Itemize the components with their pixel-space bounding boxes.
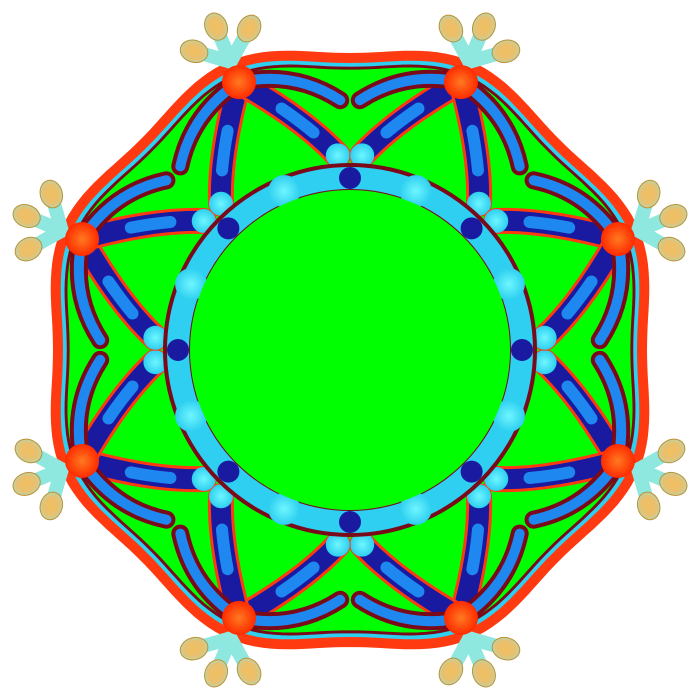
outer-node xyxy=(65,443,100,478)
radial-arms xyxy=(65,65,635,635)
petal-lobe xyxy=(12,204,41,229)
arm-highlight xyxy=(214,490,246,624)
petal-cluster xyxy=(438,12,521,69)
inner-ring xyxy=(163,163,537,537)
petal-lobe xyxy=(236,14,262,43)
petal-cluster xyxy=(12,179,69,262)
arm-highlight xyxy=(214,76,246,210)
ring-bead xyxy=(217,217,240,240)
arm-highlight xyxy=(490,454,624,486)
petal-lobe xyxy=(657,236,686,262)
outer-node xyxy=(443,600,478,635)
outer-node xyxy=(600,443,635,478)
arm-highlight xyxy=(233,538,344,624)
petal-lobe xyxy=(659,204,688,229)
petal-cluster xyxy=(179,631,262,688)
ring-bead xyxy=(175,268,208,301)
arm-highlight xyxy=(490,214,624,246)
arm-highlight xyxy=(233,76,344,162)
ring-bead xyxy=(268,175,301,208)
outer-node xyxy=(222,600,257,635)
arm-highlight xyxy=(454,490,486,624)
arm-group xyxy=(349,65,529,217)
arm-end-node xyxy=(143,350,168,375)
arm-highlight xyxy=(356,76,467,162)
petal-lobe xyxy=(491,636,521,661)
outer-node xyxy=(443,65,478,100)
ring-bead xyxy=(217,460,240,483)
arm-highlight xyxy=(76,454,210,486)
petal-cluster xyxy=(631,438,688,521)
petal-lobe xyxy=(438,14,464,43)
petal-lobe xyxy=(179,39,209,64)
ring-bead xyxy=(492,399,525,432)
arm-end-node xyxy=(325,143,350,168)
ring-bead xyxy=(399,492,432,525)
arm-end-node xyxy=(325,532,350,557)
arm-end-node xyxy=(350,143,375,168)
ring-bead xyxy=(339,167,361,189)
arm-group xyxy=(349,483,529,635)
petal-lobe xyxy=(636,179,661,209)
arm-end-node xyxy=(532,350,557,375)
arm-group xyxy=(483,349,635,529)
ring-bead xyxy=(399,175,432,208)
petal-lobe xyxy=(204,659,229,688)
outer-petal-clusters xyxy=(12,12,688,688)
arm-highlight xyxy=(538,356,624,467)
petal-lobe xyxy=(659,471,688,496)
ring-bead xyxy=(460,460,483,483)
petal-lobe xyxy=(471,659,496,688)
petal-lobe xyxy=(39,179,64,209)
petal-lobe xyxy=(179,636,209,661)
arm-group xyxy=(65,349,217,529)
arm-group xyxy=(65,171,217,351)
arm-highlight xyxy=(76,233,162,344)
arm-group xyxy=(171,483,351,635)
outer-node xyxy=(222,65,257,100)
petal-lobe xyxy=(236,657,262,686)
arm-highlight xyxy=(454,76,486,210)
petal-lobe xyxy=(438,657,464,686)
ring-bead xyxy=(511,339,533,361)
petal-lobe xyxy=(491,39,521,64)
arm-group xyxy=(171,65,351,217)
petal-lobe xyxy=(471,12,496,41)
petal-lobe xyxy=(657,438,686,464)
arm-end-node xyxy=(532,325,557,350)
petal-lobe xyxy=(14,438,43,464)
arm-group xyxy=(483,171,635,351)
petal-lobe xyxy=(39,491,64,521)
petal-cluster xyxy=(12,438,69,521)
arm-highlight xyxy=(76,356,162,467)
petal-lobe xyxy=(12,471,41,496)
outer-node xyxy=(600,222,635,257)
outer-node xyxy=(65,222,100,257)
arm-end-node xyxy=(143,325,168,350)
arm-highlight xyxy=(76,214,210,246)
petal-cluster xyxy=(438,631,521,688)
ring-bead xyxy=(175,399,208,432)
ring-bead xyxy=(460,217,483,240)
petal-lobe xyxy=(14,236,43,262)
petal-lobe xyxy=(636,491,661,521)
center-disc xyxy=(190,190,510,510)
petal-lobe xyxy=(204,12,229,41)
ring-bead xyxy=(492,268,525,301)
arm-end-node xyxy=(350,532,375,557)
petal-cluster xyxy=(179,12,262,69)
arm-highlight xyxy=(538,233,624,344)
ring-bead xyxy=(268,492,301,525)
ring-bead xyxy=(339,511,361,533)
ring-bead xyxy=(167,339,189,361)
petal-cluster xyxy=(631,179,688,262)
arm-highlight xyxy=(356,538,467,624)
